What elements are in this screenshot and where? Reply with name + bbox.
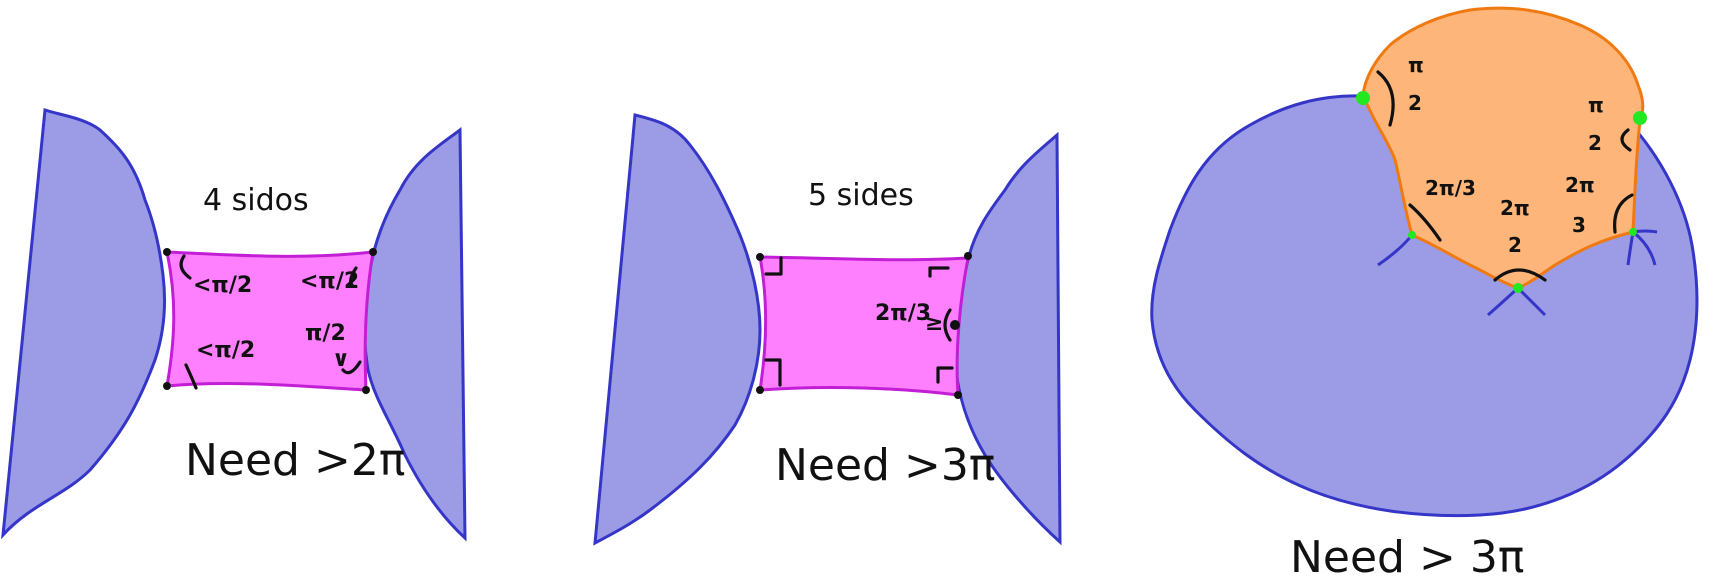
angle-arc — [1493, 268, 1547, 282]
angle-label: 2 — [1508, 233, 1522, 257]
right-angle-mark — [928, 266, 950, 278]
angle-label: 2π — [1565, 173, 1595, 197]
vertex — [954, 391, 962, 399]
angle-arc — [1376, 70, 1395, 127]
angle-label: ≥ — [925, 311, 943, 336]
panel-title: 4 sidos — [203, 183, 309, 218]
vertex — [756, 253, 764, 261]
panel-5-sides: 5 sides 2π/3 ≥ Need >3π — [593, 113, 1062, 546]
angle-arc — [184, 363, 198, 390]
angle-label: π — [1588, 93, 1604, 117]
vertex-green — [1408, 231, 1416, 239]
right-angle-mark — [936, 366, 954, 384]
angle-arc — [341, 360, 362, 375]
angle-label: 2 — [1588, 131, 1602, 155]
angle-label: <π/2 — [196, 338, 255, 363]
angle-label: π — [1408, 53, 1424, 77]
vertex — [163, 248, 171, 256]
angle-label: 2 — [1408, 91, 1422, 115]
left-blue-region — [1, 107, 166, 540]
panel-4-sides: 4 sidos <π/2 <π/2 <π/2 π/2 ∨ Need >2π — [1, 107, 467, 542]
panel-caption: Need >3π — [775, 440, 995, 491]
vertex — [964, 252, 972, 260]
right-angle-mark — [764, 256, 783, 276]
angle-arc — [179, 254, 192, 280]
angle-label: ∨ — [332, 347, 350, 372]
panel-title: 5 sides — [808, 178, 914, 213]
angle-label: π/2 — [305, 321, 346, 346]
angle-label: 2π/3 — [1425, 176, 1476, 200]
angle-label: <π/2 — [300, 269, 359, 294]
right-angle-mark — [764, 358, 782, 387]
left-blue-region — [593, 113, 762, 546]
angle-arc — [943, 308, 952, 342]
vertex — [369, 248, 377, 256]
angle-label: <π/2 — [193, 273, 252, 298]
vertex-green — [1513, 283, 1523, 293]
panel-caption: Need >2π — [185, 435, 405, 486]
vertex — [756, 386, 764, 394]
vertex-green — [1629, 228, 1637, 236]
panel-caption: Need > 3π — [1290, 532, 1524, 583]
angle-arc — [1408, 203, 1442, 242]
vertex — [950, 320, 960, 330]
panel-disk: π 2 π 2 2π/3 2π 2 2π 3 Need > 3π — [1150, 6, 1699, 583]
angle-arc — [349, 266, 358, 287]
vertex — [362, 386, 370, 394]
vertex — [163, 382, 171, 390]
angle-arc — [1613, 193, 1634, 234]
vertex-green — [1633, 111, 1647, 125]
angle-label: 2π/3 — [875, 301, 931, 326]
angle-label: 3 — [1572, 213, 1586, 237]
angle-arc — [1620, 128, 1632, 152]
vertex-green — [1356, 91, 1370, 105]
angle-label: 2π — [1500, 196, 1530, 220]
